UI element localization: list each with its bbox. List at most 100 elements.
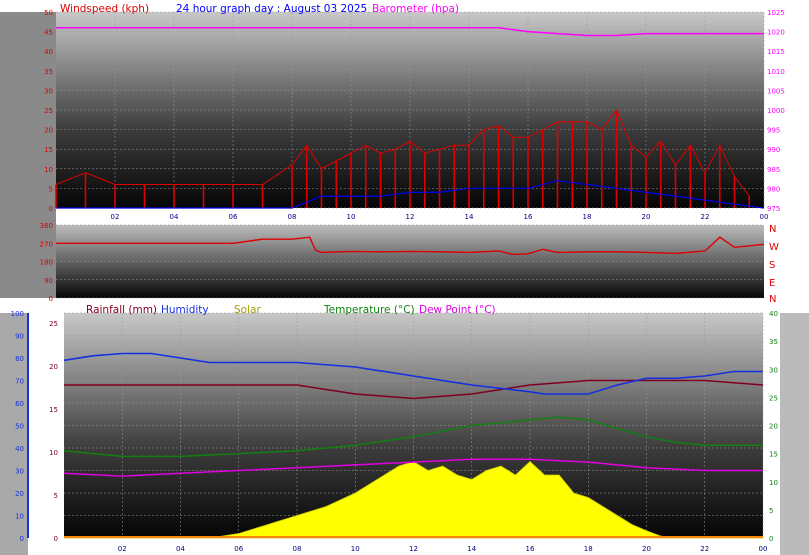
temperature-axis-tick: 0	[769, 535, 773, 543]
barometer-axis-tick: 995	[767, 127, 780, 135]
rainfall-axis-tick: 20	[49, 363, 58, 371]
humidity-axis-tick: 90	[15, 333, 24, 341]
time-axis-tick: 04	[170, 213, 179, 221]
direction-axis-tick: 180	[40, 259, 53, 267]
windspeed-axis-tick: 20	[44, 127, 53, 135]
temperature-axis-tick: 20	[769, 423, 778, 431]
rainfall-axis-tick: 15	[49, 406, 58, 414]
windspeed-axis-tick: 0	[49, 205, 53, 213]
humidity-legend: Humidity	[161, 304, 209, 316]
time-axis-tick: 00	[760, 213, 769, 221]
windspeed-axis-tick: 15	[44, 146, 53, 154]
windspeed-axis-tick: 30	[44, 87, 53, 95]
compass-label-w: W	[769, 242, 779, 253]
temperature-axis-tick: 35	[769, 338, 778, 346]
time-axis-tick: 12	[406, 213, 415, 221]
humidity-axis-tick: 40	[15, 445, 24, 453]
time-axis-tick: 12	[409, 545, 418, 553]
barometer-axis-tick: 1025	[767, 9, 785, 17]
barometer-axis-tick: 1000	[767, 107, 785, 115]
direction-axis-tick: 360	[40, 222, 53, 230]
time-axis-tick: 08	[288, 213, 297, 221]
rainfall-axis-tick: 5	[54, 492, 58, 500]
windspeed-axis-tick: 5	[49, 185, 53, 193]
direction-axis-tick: 90	[44, 277, 53, 285]
humidity-axis-tick: 0	[20, 535, 24, 543]
humidity-axis-tick: 100	[11, 310, 24, 318]
wind-gust-line	[55, 109, 750, 197]
compass-label-n-top: N	[769, 224, 776, 235]
windspeed-axis-tick: 35	[44, 68, 53, 76]
time-axis-tick: 10	[351, 545, 360, 553]
solar-area	[64, 460, 763, 539]
direction-axis-tick: 0	[49, 295, 53, 303]
barometer-axis-tick: 1020	[767, 29, 785, 37]
humidity-line	[63, 352, 763, 395]
time-axis-tick: 06	[229, 213, 238, 221]
barometer-axis-tick: 990	[767, 146, 780, 154]
humidity-axis-tick: 50	[15, 423, 24, 431]
wind-direction-line	[56, 236, 765, 256]
windspeed-axis-tick: 50	[44, 9, 53, 17]
temperature-axis-tick: 30	[769, 366, 778, 374]
barometer-legend: Barometer (hpa)	[372, 3, 459, 15]
time-axis-tick: 06	[234, 545, 243, 553]
compass-label-s: S	[769, 260, 775, 271]
time-axis-tick: 14	[467, 545, 476, 553]
wind-average-line	[56, 179, 765, 209]
rainfall-axis-tick: 25	[49, 320, 58, 328]
time-axis-tick: 04	[176, 545, 185, 553]
barometer-axis-tick: 985	[767, 166, 780, 174]
dewpoint-line	[63, 458, 763, 477]
barometer-axis-tick: 1010	[767, 68, 785, 76]
time-axis-tick: 22	[700, 545, 709, 553]
direction-axis-tick: 270	[40, 240, 53, 248]
compass-label-n-bottom: N	[769, 294, 776, 305]
barometer-axis-tick: 1015	[767, 48, 785, 56]
temperature-axis-tick: 5	[769, 507, 773, 515]
time-axis-tick: 18	[584, 545, 593, 553]
time-axis-tick: 20	[642, 213, 651, 221]
barometer-axis-tick: 1005	[767, 87, 785, 95]
rainfall-legend: Rainfall (mm)	[86, 304, 157, 316]
rainfall-axis-tick: 10	[49, 449, 58, 457]
time-axis-tick: 02	[111, 213, 120, 221]
time-axis-tick: 00	[759, 545, 768, 553]
rainfall-line	[64, 379, 764, 400]
humidity-axis-tick: 70	[15, 378, 24, 386]
humidity-axis-tick: 80	[15, 355, 24, 363]
windspeed-axis-tick: 10	[44, 166, 53, 174]
barometer-line	[56, 26, 764, 37]
temperature-axis-tick: 25	[769, 394, 778, 402]
barometer-axis-tick: 975	[767, 205, 780, 213]
chart-title: 24 hour graph day : August 03 2025	[176, 3, 367, 15]
time-axis-tick: 18	[583, 213, 592, 221]
temperature-axis-tick: 10	[769, 479, 778, 487]
rainfall-axis-tick: 0	[54, 535, 58, 543]
humidity-axis-tick: 60	[15, 400, 24, 408]
humidity-axis-tick: 10	[15, 513, 24, 521]
time-axis-tick: 02	[118, 545, 127, 553]
compass-label-e: E	[769, 278, 775, 289]
windspeed-axis-tick: 25	[44, 107, 53, 115]
temperature-axis-tick: 40	[769, 310, 778, 318]
humidity-axis-tick: 30	[15, 468, 24, 476]
time-axis-tick: 16	[524, 213, 533, 221]
barometer-axis-tick: 980	[767, 185, 780, 193]
time-axis-tick: 20	[642, 545, 651, 553]
windspeed-axis-tick: 45	[44, 29, 53, 37]
time-axis-tick: 16	[526, 545, 535, 553]
time-axis-tick: 14	[465, 213, 474, 221]
dewpoint-legend: Dew Point (°C)	[419, 304, 496, 316]
windspeed-legend: Windspeed (kph)	[60, 3, 149, 15]
time-axis-tick: 22	[701, 213, 710, 221]
humidity-axis-tick: 20	[15, 490, 24, 498]
temperature-line	[63, 416, 763, 458]
time-axis-tick: 10	[347, 213, 356, 221]
solar-legend: Solar	[234, 304, 261, 316]
temperature-legend: Temperature (°C)	[323, 304, 415, 316]
windspeed-axis-tick: 40	[44, 48, 53, 56]
time-axis-tick: 08	[293, 545, 302, 553]
temperature-axis-tick: 15	[769, 451, 778, 459]
